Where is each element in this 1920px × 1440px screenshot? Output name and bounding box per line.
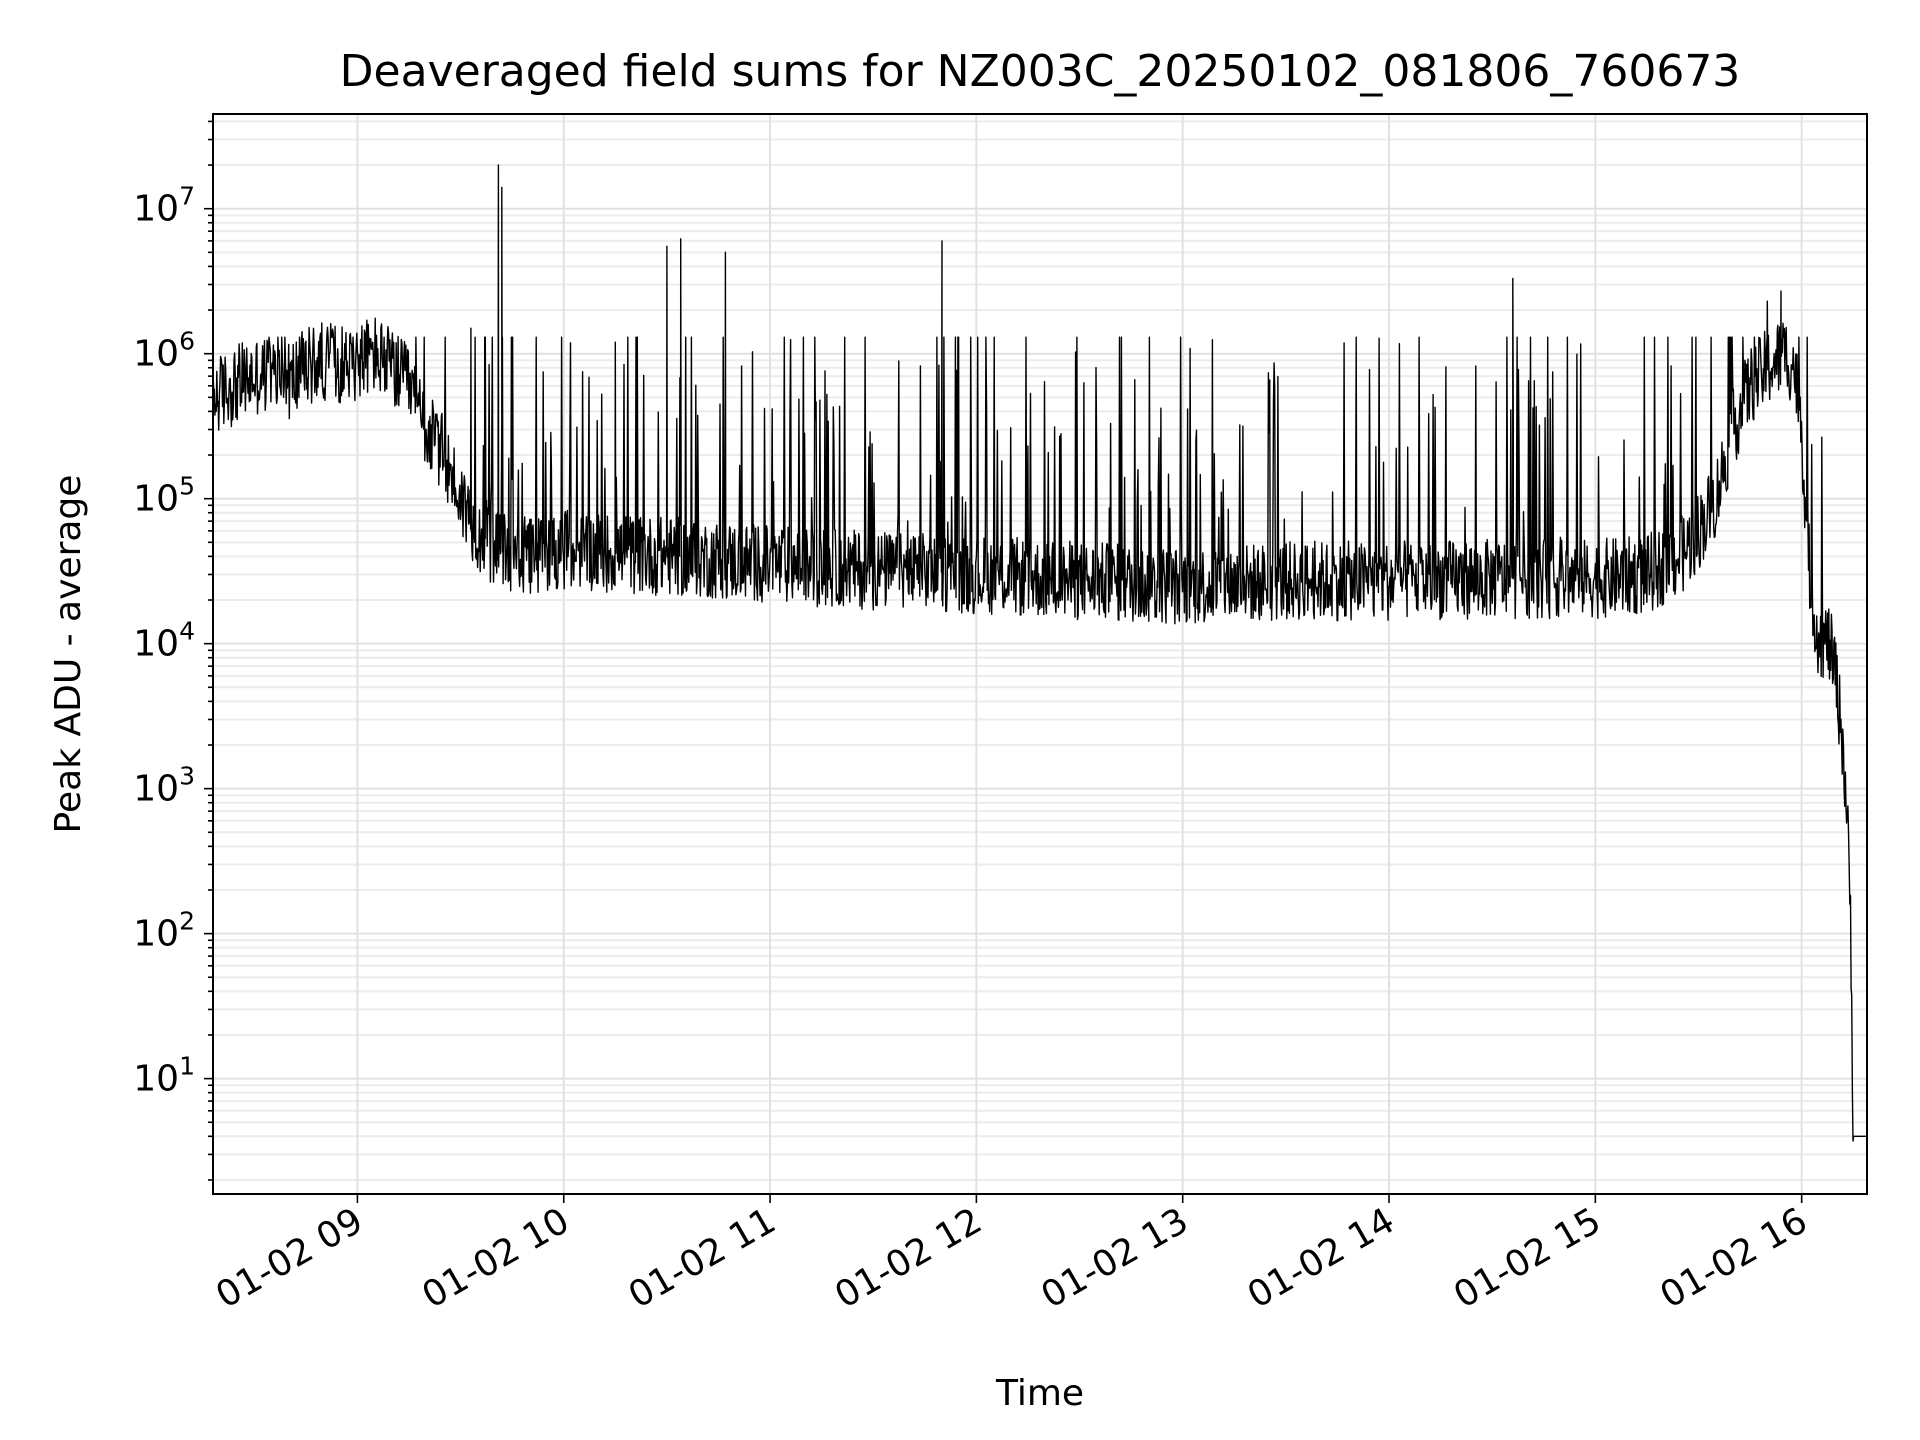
y-tick-label: 106 (133, 327, 195, 375)
y-axis: 101 102 103 104 105 106 107 (133, 120, 213, 1181)
y-tick-label: 104 (133, 617, 195, 665)
y-tick-label: 101 (133, 1052, 195, 1100)
y-tick-label: 107 (133, 182, 195, 230)
y-tick-label: 103 (133, 762, 195, 810)
grid (213, 114, 1867, 1194)
series-line (212, 164, 1868, 1142)
series-layer (212, 164, 1868, 1142)
x-axis-label: Time (995, 1373, 1084, 1414)
plot-frame (212, 113, 1868, 1195)
chart-title: Deaveraged field sums for NZ003C_2025010… (340, 46, 1741, 97)
y-axis-label: Peak ADU - average (48, 475, 89, 834)
y-tick-label: 105 (133, 472, 195, 520)
y-tick-label: 102 (133, 907, 195, 955)
